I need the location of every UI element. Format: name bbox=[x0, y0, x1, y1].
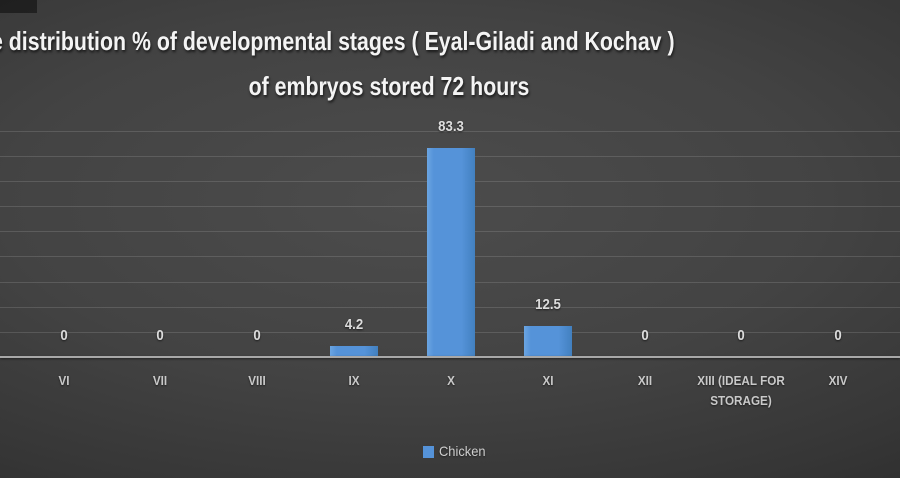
legend-label: Chicken bbox=[439, 443, 486, 459]
legend-swatch-icon bbox=[423, 445, 434, 458]
screen-edge-artifact bbox=[0, 0, 37, 13]
category-label: XIV bbox=[828, 373, 848, 388]
bar-ix bbox=[330, 346, 379, 357]
value-label: 0 bbox=[834, 327, 842, 344]
category-label: VI bbox=[57, 373, 70, 388]
category-label: XII bbox=[637, 373, 652, 388]
category-label: VIII bbox=[248, 373, 266, 388]
value-label: 83.3 bbox=[438, 117, 464, 135]
value-label: 12.5 bbox=[534, 295, 561, 313]
bar-x bbox=[426, 147, 475, 357]
value-label: 4.2 bbox=[344, 316, 364, 334]
category-label: XI bbox=[542, 373, 554, 388]
value-label: 0 bbox=[156, 327, 165, 344]
gridline bbox=[0, 130, 900, 132]
x-axis-line bbox=[0, 356, 900, 358]
category-label: IX bbox=[348, 373, 360, 388]
bar-xi bbox=[523, 325, 572, 357]
value-label: 0 bbox=[59, 327, 68, 344]
value-label: 0 bbox=[253, 327, 261, 344]
legend: Chicken bbox=[423, 444, 490, 459]
chart-title-line-1: e distribution % of developmental stages… bbox=[0, 26, 675, 56]
category-label: VII bbox=[153, 373, 168, 388]
category-label: XIII (IDEAL FOR STORAGE) bbox=[697, 373, 786, 408]
chart-title-line-2: of embryos stored 72 hours bbox=[248, 71, 530, 101]
value-label: 0 bbox=[737, 327, 746, 344]
value-label: 0 bbox=[640, 327, 649, 344]
category-label: X bbox=[446, 373, 455, 388]
